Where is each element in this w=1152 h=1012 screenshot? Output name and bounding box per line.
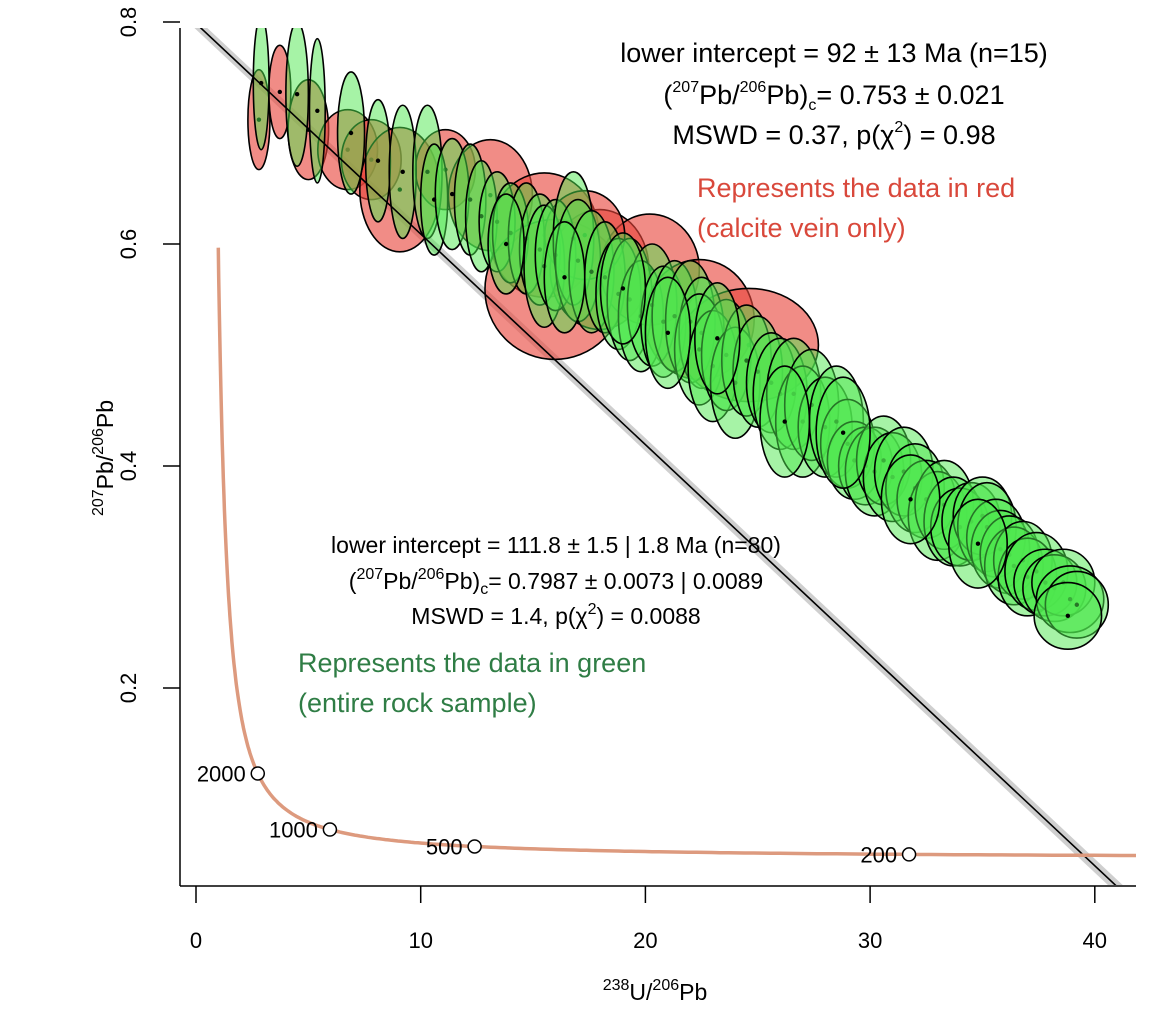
- green-data-point: [880, 454, 941, 545]
- green-data-point: [252, 28, 270, 151]
- green-data-point-center: [908, 497, 913, 502]
- green-data-point-center: [840, 430, 846, 435]
- green-data-point-center: [315, 108, 320, 114]
- green-data-point-center: [400, 169, 405, 175]
- regression-line: [199, 28, 1117, 885]
- green-data-point-center: [294, 91, 300, 97]
- green-data-point-ellipse: [252, 28, 270, 151]
- red-ratio-text: (207Pb/206Pb)c= 0.753 ± 0.021: [663, 79, 1004, 114]
- concordia-age-label: 500: [426, 834, 463, 859]
- x-tick-label: 30: [858, 928, 882, 953]
- green-description-2: (entire rock sample): [298, 688, 537, 718]
- green-data-point-center: [715, 336, 720, 341]
- red-description: Represents the data in red: [697, 173, 1015, 203]
- green-data-point-center: [1065, 613, 1071, 619]
- plot-area: [194, 28, 1136, 885]
- green-data-point: [815, 376, 871, 490]
- green-intercept-text: lower intercept = 111.8 ± 1.5 | 1.8 Ma (…: [331, 532, 781, 558]
- green-data-point: [308, 37, 327, 184]
- green-data-point-center: [348, 130, 354, 136]
- green-description: Represents the data in green: [298, 648, 646, 678]
- red-annotation: lower intercept = 92 ± 13 Ma (n=15) (207…: [620, 38, 1048, 243]
- green-data-point-center: [665, 330, 671, 335]
- red-description-2: (calcite vein only): [697, 213, 906, 243]
- green-data-point-center: [449, 191, 455, 197]
- concordia-age-marker: [467, 839, 482, 854]
- concordia-age-label: 1000: [269, 818, 318, 843]
- concordia-age-marker: [901, 847, 917, 862]
- x-tick-label: 10: [408, 928, 432, 953]
- y-axis-label: 207Pb/206Pb: [90, 400, 118, 516]
- x-axis-label: 238U/206Pb: [603, 977, 708, 1005]
- concordia-age-marker: [250, 766, 266, 781]
- green-data-point-center: [562, 275, 567, 280]
- concordia-age-marker: [322, 822, 338, 837]
- green-data-point: [1033, 581, 1103, 650]
- green-data-point: [285, 28, 310, 168]
- green-data-point-ellipse: [285, 28, 310, 168]
- green-data-point-center: [975, 541, 981, 546]
- green-data-point-center: [503, 241, 509, 247]
- x-tick-label: 40: [1083, 928, 1107, 953]
- green-data-point: [487, 193, 525, 295]
- green-ratio-text: (207Pb/206Pb)c= 0.7987 ± 0.0073 | 0.0089: [349, 566, 763, 598]
- concordia-age-label: 200: [860, 842, 897, 867]
- red-data-point-center: [277, 89, 283, 95]
- x-tick-label: 20: [633, 928, 657, 953]
- green-ellipses: [252, 28, 1110, 650]
- green-data-point: [364, 98, 392, 223]
- y-tick-label: 0.2: [116, 673, 141, 704]
- green-data-point: [543, 220, 586, 334]
- axes: 0 10 20 30 40 0.2 0.4 0.6 0.8: [116, 7, 1136, 953]
- green-data-point-center: [375, 158, 381, 163]
- green-data-point-center: [620, 286, 626, 291]
- red-mswd-text: MSWD = 0.37, p(χ2) = 0.98: [672, 119, 995, 150]
- green-data-point: [694, 282, 741, 395]
- green-data-point: [336, 71, 366, 195]
- x-tick-label: 0: [190, 928, 202, 953]
- green-mswd-text: MSWD = 1.4, p(χ2) = 0.0088: [411, 601, 700, 629]
- y-tick-label: 0.4: [116, 451, 141, 482]
- y-tick-label: 0.6: [116, 229, 141, 260]
- red-intercept-text: lower intercept = 92 ± 13 Ma (n=15): [620, 38, 1048, 68]
- green-data-point: [644, 276, 692, 390]
- green-data-point: [599, 232, 647, 345]
- green-data-point: [947, 498, 1008, 589]
- concordia-age-label: 2000: [197, 761, 246, 786]
- green-data-point-center: [782, 419, 787, 424]
- green-annotation: lower intercept = 111.8 ± 1.5 | 1.8 Ma (…: [298, 532, 781, 718]
- green-data-point: [759, 365, 811, 478]
- y-tick-label: 0.8: [116, 7, 141, 38]
